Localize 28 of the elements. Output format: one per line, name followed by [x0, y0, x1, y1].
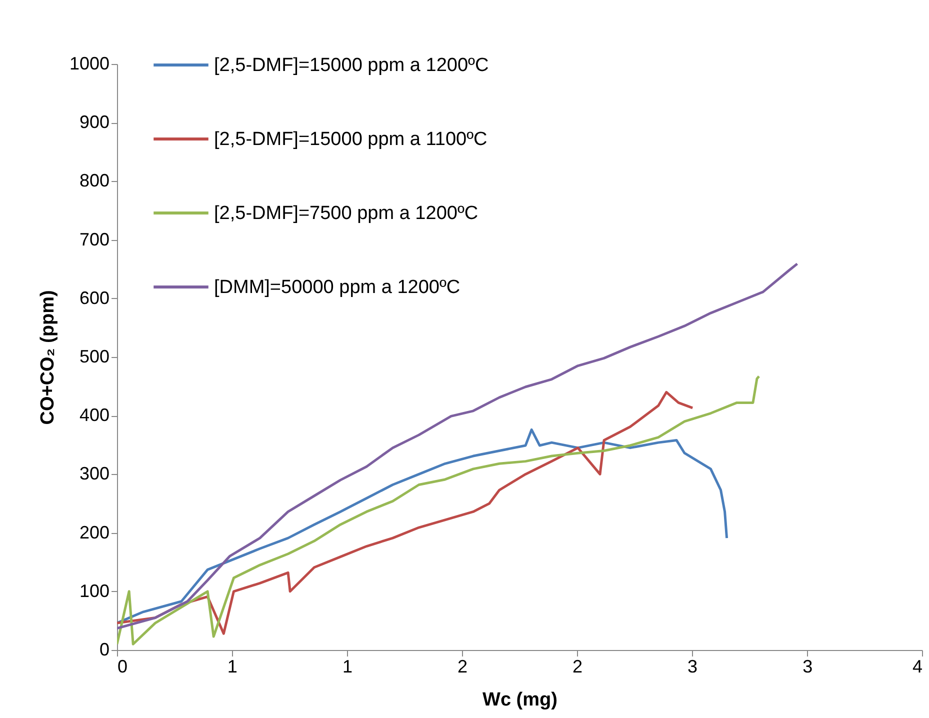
y-tick-label: 200 [79, 522, 110, 542]
x-tick-label: 2 [457, 656, 468, 676]
y-tick-label: 1000 [69, 54, 110, 74]
y-tick-label: 300 [79, 464, 110, 484]
y-tick-label: 0 [99, 640, 110, 660]
y-tick-label: 700 [79, 229, 110, 250]
y-tick-label: 600 [79, 288, 110, 308]
y-tick-label: 100 [79, 580, 110, 601]
y-tick-label: 400 [79, 405, 110, 426]
x-tick-label: 0 [118, 656, 128, 676]
x-tick-label: 2 [572, 656, 583, 676]
legend-label: [DMM]=50000 ppm a 1200ºC [214, 277, 460, 298]
x-tick-label: 4 [912, 656, 922, 676]
legend-label: [2,5-DMF]=15000 ppm a 1200ºC [214, 55, 489, 76]
x-tick-label: 3 [687, 656, 698, 676]
line-series [117, 262, 798, 630]
x-tick-label: 1 [342, 656, 353, 676]
y-tick-label: 900 [79, 112, 110, 132]
x-axis-title: Wc (mg) [482, 690, 558, 710]
x-tick-label: 1 [227, 656, 238, 676]
line-series [117, 375, 760, 646]
y-axis-title: CO+CO₂ (ppm) [37, 290, 58, 425]
legend-label: [2,5-DMF]=15000 ppm a 1100ºC [214, 129, 488, 150]
legend-label: [2,5-DMF]=7500 ppm a 1200ºC [214, 203, 478, 224]
x-tick-label: 3 [802, 656, 813, 676]
y-tick-label: 800 [79, 170, 110, 191]
line-series [117, 428, 728, 624]
y-tick-label: 500 [79, 346, 110, 366]
